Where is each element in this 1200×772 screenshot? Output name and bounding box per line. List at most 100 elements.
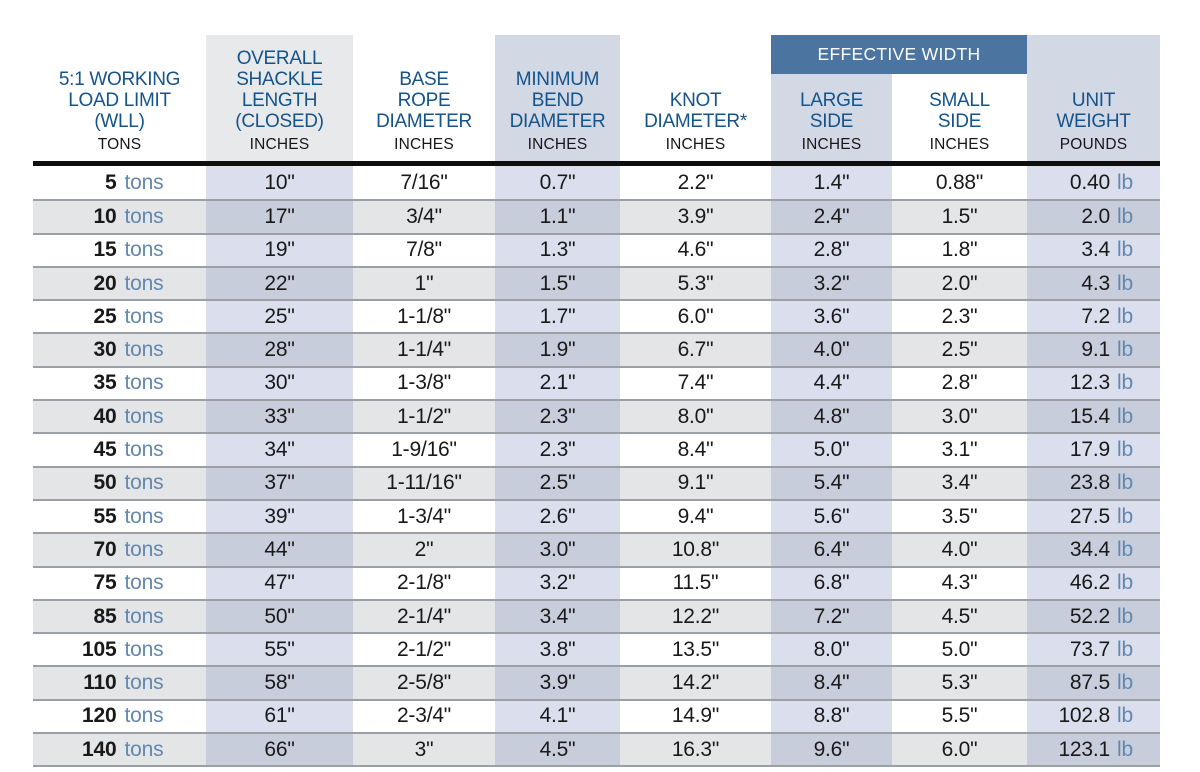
cell-unit-weight: 123.1 lb xyxy=(1027,734,1160,766)
wll-value: 120 xyxy=(82,704,117,728)
cell-unit-weight: 23.8 lb xyxy=(1027,467,1160,499)
unit-weight-unit-label: lb xyxy=(1117,504,1133,528)
cell-large-side: 7.2" xyxy=(771,600,892,633)
cell-wll: 110 tons xyxy=(33,667,206,698)
cell-wll: 20 tons xyxy=(33,268,206,299)
header-wll-title: 5:1 WORKING LOAD LIMIT (WLL) xyxy=(58,69,181,132)
cell-unit-weight: 102.8 lb xyxy=(1027,700,1160,733)
cell-unit-weight: 15.4 lb xyxy=(1027,401,1160,433)
wll-unit-label: tons xyxy=(124,504,164,528)
cell-large-side: 9.6" xyxy=(771,734,892,766)
cell-min-bend: 3.2" xyxy=(495,567,620,599)
unit-weight-unit-label: lb xyxy=(1117,604,1133,628)
cell-wll: 35 tons xyxy=(33,368,206,399)
unit-weight-value: 52.2 xyxy=(1069,604,1110,628)
header-shackle-length: OVERALL SHACKLE LENGTH (CLOSED) INCHES xyxy=(206,35,353,161)
cell-shackle-length: 28" xyxy=(206,334,353,366)
table-row: 5 tons 10" 7/16" 0.7" 2.2" 1.4" 0.88" 0.40 lb xyxy=(33,166,1160,200)
cell-unit-weight: 46.2 lb xyxy=(1027,567,1160,599)
cell-unit-weight: 27.5 lb xyxy=(1027,500,1160,533)
unit-weight-unit-label: lb xyxy=(1117,737,1133,761)
cell-shackle-length: 19" xyxy=(206,234,353,266)
unit-weight-unit-label: lb xyxy=(1117,471,1133,495)
cell-shackle-length: 66" xyxy=(206,734,353,766)
cell-base-rope: 1-1/4" xyxy=(396,338,452,362)
wll-unit-label: tons xyxy=(124,170,164,194)
cell-wll: 40 tons xyxy=(33,401,206,432)
unit-weight-value: 2.0 xyxy=(1081,204,1110,228)
wll-value: 140 xyxy=(82,737,117,761)
cell-large-side: 4.4" xyxy=(771,367,892,400)
cell-knot: 12.2" xyxy=(671,604,720,628)
cell-knot: 10.8" xyxy=(671,537,720,561)
cell-wll: 45 tons xyxy=(33,434,206,465)
cell-small-side: 3.5" xyxy=(941,504,978,528)
wll-value: 70 xyxy=(93,537,117,561)
wll-value: 5 xyxy=(105,170,117,194)
unit-weight-unit-label: lb xyxy=(1117,404,1133,428)
unit-weight-unit-label: lb xyxy=(1117,338,1133,362)
cell-base-rope: 7/8" xyxy=(406,238,442,262)
cell-large-side: 3.6" xyxy=(771,301,892,333)
unit-weight-value: 34.4 xyxy=(1069,537,1110,561)
cell-base-rope: 3/4" xyxy=(406,204,442,228)
cell-shackle-length: 17" xyxy=(206,201,353,233)
wll-unit-label: tons xyxy=(124,471,164,495)
cell-min-bend: 1.9" xyxy=(495,334,620,366)
unit-weight-unit-label: lb xyxy=(1117,671,1133,695)
cell-min-bend: 3.0" xyxy=(495,534,620,566)
cell-large-side: 4.0" xyxy=(771,334,892,366)
cell-small-side: 3.0" xyxy=(941,404,978,428)
cell-large-side: 8.4" xyxy=(771,667,892,699)
cell-knot: 6.0" xyxy=(677,304,714,328)
cell-base-rope: 1-1/2" xyxy=(396,404,452,428)
cell-wll: 140 tons xyxy=(33,734,206,765)
cell-min-bend: 1.5" xyxy=(495,267,620,300)
wll-unit-label: tons xyxy=(124,404,164,428)
table-row: 10 tons 17" 3/4" 1.1" 3.9" 2.4" 1.5" 2.0 lb xyxy=(33,199,1160,233)
cell-large-side: 3.2" xyxy=(771,267,892,300)
cell-shackle-length: 25" xyxy=(206,301,353,333)
cell-small-side: 2.0" xyxy=(941,271,978,295)
header-shackle-length-title: OVERALL SHACKLE LENGTH (CLOSED) xyxy=(235,48,324,132)
table-body: 5 tons 10" 7/16" 0.7" 2.2" 1.4" 0.88" 0.40 lb 10 to… xyxy=(33,166,1160,768)
cell-knot: 8.4" xyxy=(677,438,714,462)
cell-small-side: 1.5" xyxy=(941,204,978,228)
cell-base-rope: 1" xyxy=(414,271,434,295)
header-unit-weight: UNIT WEIGHT POUNDS xyxy=(1027,35,1160,161)
cell-unit-weight: 3.4 lb xyxy=(1027,234,1160,266)
header-min-bend-title: MINIMUM BEND DIAMETER xyxy=(509,69,606,132)
wll-unit-label: tons xyxy=(124,271,164,295)
cell-min-bend: 2.5" xyxy=(495,467,620,499)
wll-value: 30 xyxy=(93,338,117,362)
wll-unit-label: tons xyxy=(124,204,164,228)
wll-value: 40 xyxy=(93,404,117,428)
header-unit-weight-unit: POUNDS xyxy=(1059,136,1128,153)
cell-small-side: 2.5" xyxy=(941,338,978,362)
wll-value: 105 xyxy=(82,637,117,661)
cell-unit-weight: 12.3 lb xyxy=(1027,367,1160,400)
cell-knot: 8.0" xyxy=(677,404,714,428)
wll-value: 25 xyxy=(93,304,117,328)
cell-large-side: 1.4" xyxy=(771,166,892,200)
cell-min-bend: 4.1" xyxy=(495,700,620,733)
cell-shackle-length: 55" xyxy=(206,634,353,666)
unit-weight-unit-label: lb xyxy=(1117,438,1133,462)
header-knot-diameter-unit: INCHES xyxy=(665,136,726,153)
wll-value: 85 xyxy=(93,604,117,628)
cell-unit-weight: 4.3 lb xyxy=(1027,267,1160,300)
cell-knot: 14.2" xyxy=(671,671,720,695)
table-row: 55 tons 39" 1-3/4" 2.6" 9.4" 5.6" 3.5" 27.5 lb xyxy=(33,498,1160,533)
cell-small-side: 1.8" xyxy=(941,238,978,262)
wll-value: 45 xyxy=(93,438,117,462)
cell-unit-weight: 52.2 lb xyxy=(1027,600,1160,633)
cell-unit-weight: 17.9 lb xyxy=(1027,434,1160,466)
cell-base-rope: 1-1/8" xyxy=(396,304,452,328)
unit-weight-unit-label: lb xyxy=(1117,204,1133,228)
unit-weight-value: 123.1 xyxy=(1058,737,1110,761)
cell-wll: 120 tons xyxy=(33,701,206,732)
unit-weight-value: 7.2 xyxy=(1081,304,1110,328)
cell-shackle-length: 58" xyxy=(206,667,353,699)
header-small-side-unit: INCHES xyxy=(929,136,990,153)
unit-weight-value: 46.2 xyxy=(1069,571,1110,595)
